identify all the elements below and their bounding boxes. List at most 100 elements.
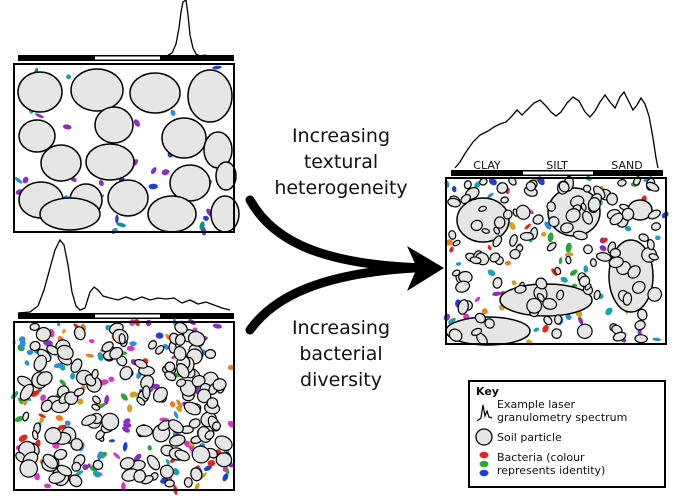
- bacterium: [161, 169, 170, 176]
- bacterium: [599, 245, 607, 252]
- soil-particle: [17, 71, 63, 113]
- spectrum-curve-fine: [17, 238, 231, 314]
- key-box: Key Example laser granulometry spectrum …: [468, 380, 666, 488]
- bacterium: [14, 415, 24, 423]
- soil-particle: [159, 464, 174, 479]
- soil-particle: [119, 365, 133, 381]
- bacterium: [202, 215, 209, 221]
- bacterium: [199, 221, 205, 231]
- bacterium: [70, 372, 76, 380]
- soil-particle: [190, 467, 203, 482]
- soil-particle: [29, 322, 40, 331]
- soil-particle: [92, 459, 104, 470]
- caption-textural-line-3: heterogeneity: [274, 177, 407, 199]
- arrow-top: [245, 195, 430, 273]
- soil-particle: [69, 474, 83, 488]
- bacterium: [148, 183, 158, 190]
- soil-particle: [22, 411, 30, 422]
- soil-particle: [19, 383, 35, 401]
- arrow-head: [407, 246, 444, 291]
- bacterium: [602, 237, 608, 244]
- bacterium: [24, 360, 30, 366]
- bacterium: [455, 262, 462, 266]
- band-label-sand: SAND: [611, 159, 642, 172]
- bacterium: [222, 466, 227, 472]
- soil-particle: [484, 318, 495, 329]
- soil-particle: [503, 209, 513, 220]
- soil-particle: [457, 299, 469, 315]
- soil-particle: [169, 164, 211, 202]
- soil-particle: [565, 255, 572, 265]
- soil-particle: [582, 184, 592, 193]
- bacterium: [129, 391, 138, 398]
- spectrum-glyph-icon: [476, 404, 493, 422]
- soil-particle: [637, 308, 648, 321]
- soil-particle: [174, 321, 188, 334]
- soil-particle: [535, 277, 548, 290]
- bacterium: [481, 308, 488, 315]
- soil-particle: [183, 477, 193, 488]
- bacterium: [59, 379, 67, 386]
- bacterium: [194, 482, 200, 491]
- soil-particle: [645, 181, 660, 192]
- soil-particle: [519, 231, 534, 241]
- soil-particle: [647, 286, 663, 302]
- soil-particle: [73, 326, 86, 341]
- soil-particle: [206, 397, 219, 409]
- soil-particle: [622, 292, 633, 306]
- bacterium: [98, 402, 106, 409]
- bacterium: [565, 314, 572, 321]
- bacterium: [165, 333, 171, 340]
- bacterium: [35, 113, 44, 119]
- soil-particle: [554, 266, 562, 276]
- bacterium: [652, 337, 662, 342]
- bacterium: [18, 397, 24, 405]
- caption-bacterial-line-3: diversity: [300, 369, 382, 391]
- bacterium: [504, 260, 511, 266]
- soil-contents-fine: [11, 318, 236, 495]
- soil-particle: [152, 386, 168, 403]
- soil-particle: [215, 161, 237, 191]
- caption-textural: Increasing textural heterogeneity: [274, 125, 407, 199]
- bacterium: [92, 470, 101, 478]
- bacterium: [170, 109, 176, 116]
- bacterium: [166, 459, 170, 465]
- soil-particle: [187, 69, 233, 123]
- bacterium: [22, 176, 29, 184]
- soil-particle: [496, 182, 509, 194]
- soil-particle: [215, 452, 233, 468]
- soil-particle: [134, 359, 148, 369]
- key-bacteria-line-1: Bacteria (colour: [497, 451, 585, 464]
- bacterium: [565, 242, 572, 253]
- soil-particle: [142, 385, 151, 400]
- soil-particle: [546, 201, 556, 212]
- bacterium: [97, 352, 104, 361]
- soil-particle: [448, 328, 463, 342]
- soil-particle: [136, 396, 146, 406]
- bacterium: [169, 401, 176, 408]
- soil-particle: [147, 195, 197, 233]
- bacterium: [544, 221, 552, 230]
- bacterium: [120, 393, 128, 401]
- soil-particle-icon: [475, 428, 493, 446]
- soil-particle: [44, 427, 62, 445]
- soil-particle: [94, 106, 134, 144]
- bacterium: [212, 323, 222, 329]
- bacterium: [108, 376, 115, 382]
- soil-particle: [146, 454, 161, 471]
- soil-particle: [70, 68, 124, 112]
- soil-particle: [39, 197, 101, 231]
- soil-particle: [204, 430, 215, 440]
- bacterium: [14, 177, 23, 184]
- bacterium: [227, 364, 234, 371]
- soil-particle: [70, 358, 83, 373]
- soil-particle: [514, 284, 527, 294]
- caption-bacterial-line-2: bacterial: [299, 343, 382, 365]
- band-label-clay: CLAY: [473, 159, 501, 172]
- bacterium: [541, 231, 547, 237]
- caption-bacterial-line-1: Increasing: [292, 317, 390, 339]
- bacterium: [116, 222, 126, 228]
- bacterium: [85, 353, 94, 358]
- soil-particle: [174, 333, 186, 346]
- soil-particle: [646, 238, 655, 251]
